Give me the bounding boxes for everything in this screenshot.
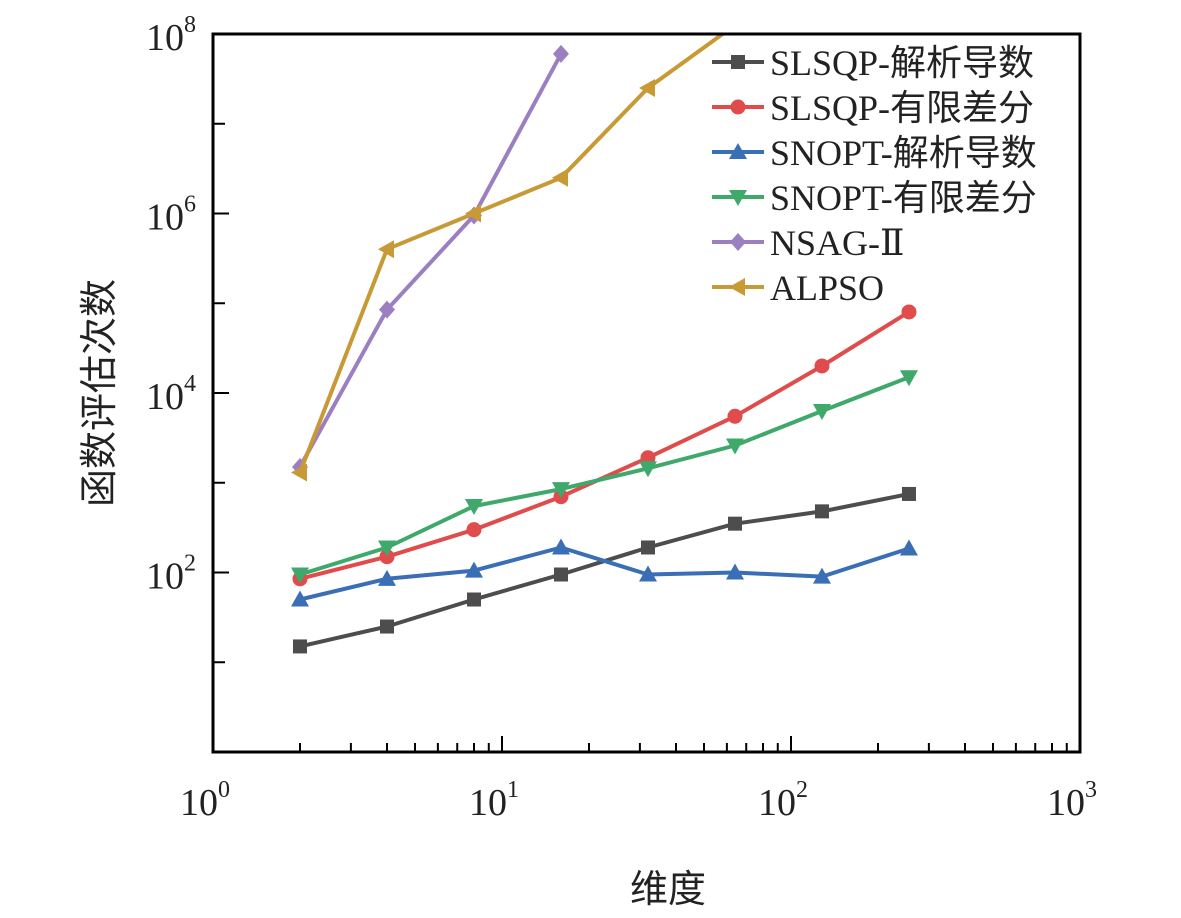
data-point (464, 499, 483, 516)
data-point (290, 463, 307, 482)
data-point (727, 408, 743, 424)
y-tick-label: 108 (146, 12, 196, 59)
data-point (812, 404, 831, 421)
data-point (901, 304, 917, 320)
y-axis-title: 函数评估次数 (77, 279, 121, 507)
legend-label: SLSQP-解析导数 (770, 43, 1034, 83)
data-point (551, 482, 570, 499)
series-line (299, 545, 910, 602)
legend-item: ALPSO (712, 268, 884, 308)
series-4 (290, 370, 918, 584)
data-point (725, 563, 744, 580)
data-point (377, 540, 396, 557)
data-point (899, 370, 918, 387)
legend-item: SNOPT-解析导数 (712, 133, 1037, 173)
legend-item: SLSQP-有限差分 (712, 88, 1034, 128)
legend-marker (730, 233, 746, 251)
legend-marker (729, 190, 747, 206)
series-line (299, 310, 911, 581)
data-point (814, 358, 830, 374)
data-point (551, 168, 568, 187)
x-tick-label: 100 (180, 777, 230, 824)
data-point (464, 204, 481, 223)
legend-marker (730, 99, 746, 115)
data-point (466, 522, 482, 538)
data-point (466, 592, 481, 607)
legend-label: SNOPT-解析导数 (770, 133, 1037, 173)
legend-label: ALPSO (770, 268, 884, 308)
data-point (290, 590, 309, 607)
series-3 (290, 538, 918, 607)
series-6 (290, 34, 724, 482)
legend-label: NSAG-Ⅱ (770, 223, 904, 263)
y-tick-label: 106 (146, 192, 196, 239)
data-point (290, 567, 309, 584)
legend: SLSQP-解析导数 SLSQP-有限差分 SNOPT-解析导数 SNOPT-有限差分… (712, 43, 1037, 308)
data-point (377, 240, 394, 259)
legend-label: SLSQP-有限差分 (770, 88, 1034, 128)
y-tick-label: 102 (146, 551, 196, 598)
series-5 (291, 44, 569, 476)
data-point (379, 549, 395, 565)
data-point (812, 567, 831, 584)
legend-marker (729, 278, 745, 296)
legend-item: SNOPT-有限差分 (712, 178, 1037, 218)
data-point (638, 461, 657, 478)
data-point (377, 569, 396, 586)
data-point (464, 561, 483, 578)
data-point (725, 438, 744, 455)
x-tick-label: 103 (1047, 777, 1097, 824)
data-point (638, 565, 657, 582)
legend-label: SNOPT-有限差分 (770, 178, 1037, 218)
x-tick-label: 102 (758, 777, 808, 824)
series-line (299, 375, 910, 577)
data-point (899, 539, 918, 556)
data-point (901, 486, 916, 501)
legend-item: NSAG-Ⅱ (712, 223, 904, 263)
legend-item: SLSQP-解析导数 (712, 43, 1034, 83)
data-point (638, 79, 655, 98)
legend-marker (731, 55, 745, 69)
series-line (298, 52, 563, 468)
x-tick-label: 101 (469, 777, 519, 824)
data-point (551, 538, 570, 555)
data-point (292, 639, 307, 654)
series-line (298, 34, 724, 474)
data-point (553, 567, 568, 582)
data-point (727, 516, 742, 531)
data-point (378, 300, 395, 319)
data-point (814, 504, 829, 519)
y-tick-label: 104 (146, 371, 196, 418)
data-point (379, 619, 394, 634)
legend-marker (729, 143, 747, 159)
x-axis-title: 维度 (630, 867, 706, 911)
data-point (552, 44, 569, 63)
data-point (640, 540, 655, 555)
